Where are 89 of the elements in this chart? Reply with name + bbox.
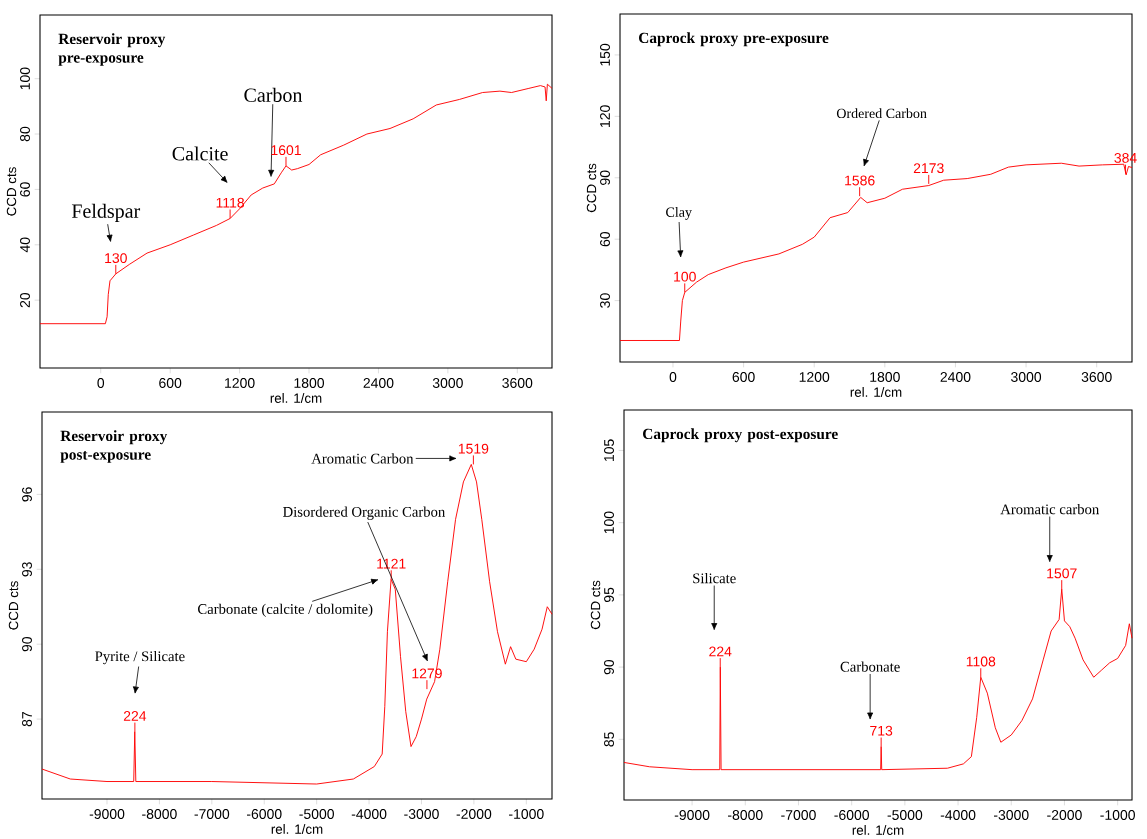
x-tick-label: 1200 [799, 371, 830, 382]
y-tick-label: 87 [22, 711, 32, 727]
annotation: 384 [1114, 152, 1137, 163]
y-tick-label: 80 [20, 126, 30, 142]
y-axis-title: CCD cts [586, 163, 597, 212]
x-tick-label: -5000 [299, 808, 334, 819]
annotation: 1507 [1047, 568, 1077, 579]
x-tick-label: -2000 [1047, 809, 1082, 820]
y-tick-label: 30 [600, 293, 610, 308]
y-tick-label: 120 [600, 105, 610, 127]
annotation: 1586 [845, 175, 875, 186]
y-axis-title: CCD cts [8, 581, 19, 630]
x-tick-label: 2400 [363, 377, 394, 388]
x-tick-label: -6000 [834, 809, 870, 820]
text: Reservoir proxy post-exposure [60, 430, 168, 463]
annotation: Carbon [244, 87, 303, 102]
x-tick-label: -9000 [89, 808, 125, 819]
annotation: Aromatic Carbon [311, 453, 414, 464]
text: Reservoir proxy pre-exposure [58, 33, 166, 66]
annotation: Silicate [693, 572, 736, 584]
x-tick-label: 1800 [870, 371, 900, 382]
y-tick-label: 100 [604, 511, 614, 534]
annotation: 130 [105, 252, 127, 263]
annotation: 224 [123, 710, 147, 721]
x-tick-label: -9000 [674, 809, 710, 820]
annotation: 1118 [216, 197, 245, 208]
y-tick-label: 150 [600, 43, 610, 66]
x-tick-label: 3000 [1011, 371, 1042, 382]
annotation: 1121 [377, 558, 406, 569]
x-tick-label: -4000 [351, 808, 387, 819]
x-axis-title: rel. 1/cm [271, 823, 323, 834]
annotation: 1108 [966, 656, 996, 667]
x-tick-label: 0 [669, 371, 677, 382]
y-tick-label: 93 [22, 561, 32, 577]
annotation: 100 [674, 271, 696, 282]
x-axis-title: rel. 1/cm [270, 392, 322, 403]
x-tick-label: 1200 [225, 377, 255, 388]
x-tick-label: -1000 [1100, 809, 1135, 820]
x-tick-label: 2400 [940, 371, 971, 382]
x-tick-label: 0 [97, 377, 105, 388]
y-tick-label: 95 [604, 587, 614, 602]
x-tick-label: -5000 [887, 809, 923, 820]
text: Caprock proxy post-exposure [643, 428, 838, 443]
x-tick-label: -8000 [142, 808, 177, 819]
x-tick-label: -7000 [781, 809, 816, 820]
annotation: Carbonate (calcite / dolomite) [198, 603, 373, 617]
y-tick-label: 90 [600, 170, 610, 185]
x-tick-label: 600 [732, 371, 755, 382]
x-axis-title: rel. 1/cm [850, 386, 902, 397]
annotation: Disordered Organic Carbon [283, 506, 446, 520]
y-tick-label: 20 [20, 292, 30, 308]
y-axis-title: CCD cts [6, 167, 17, 216]
annotation: 224 [709, 646, 732, 657]
annotation: Carbonate [840, 661, 900, 672]
x-tick-label: 3600 [502, 377, 533, 388]
annotation: Feldspar [71, 203, 141, 222]
x-tick-label: 1800 [294, 377, 325, 388]
annotation: Aromatic carbon [1000, 503, 1100, 515]
annotation: 1519 [458, 443, 489, 454]
y-tick-label: 96 [22, 487, 32, 502]
annotation: Pyrite / Silicate [95, 650, 185, 665]
y-tick-label: 100 [20, 67, 30, 90]
y-tick-label: 90 [22, 636, 32, 652]
y-tick-label: 85 [604, 731, 614, 747]
x-tick-label: -8000 [728, 809, 763, 820]
annotation: Ordered Carbon [836, 108, 927, 118]
x-tick-label: -3000 [404, 808, 439, 819]
annotation: Clay [666, 206, 692, 220]
x-tick-label: -7000 [194, 808, 230, 819]
x-tick-label: 3000 [432, 377, 463, 388]
x-tick-label: -3000 [993, 809, 1029, 820]
x-tick-label: 3600 [1081, 371, 1112, 382]
x-tick-label: 600 [159, 377, 182, 388]
text: Caprock proxy pre-exposure [639, 32, 829, 47]
annotation: 1279 [412, 668, 442, 679]
y-axis-title: CCD cts [590, 580, 601, 629]
x-tick-label: -1000 [509, 808, 544, 819]
y-tick-label: 90 [604, 659, 614, 675]
x-tick-label: -2000 [456, 808, 492, 819]
x-tick-label: -6000 [246, 808, 282, 819]
annotation: 713 [870, 725, 893, 736]
y-tick-label: 60 [20, 182, 30, 197]
x-axis-title: rel. 1/cm [852, 824, 904, 835]
annotation: 2173 [913, 163, 944, 173]
x-tick-label: -4000 [940, 809, 976, 820]
y-tick-label: 60 [600, 231, 610, 247]
y-tick-label: 40 [20, 237, 30, 253]
annotation: Calcite [172, 146, 228, 161]
y-tick-label: 105 [604, 439, 614, 461]
